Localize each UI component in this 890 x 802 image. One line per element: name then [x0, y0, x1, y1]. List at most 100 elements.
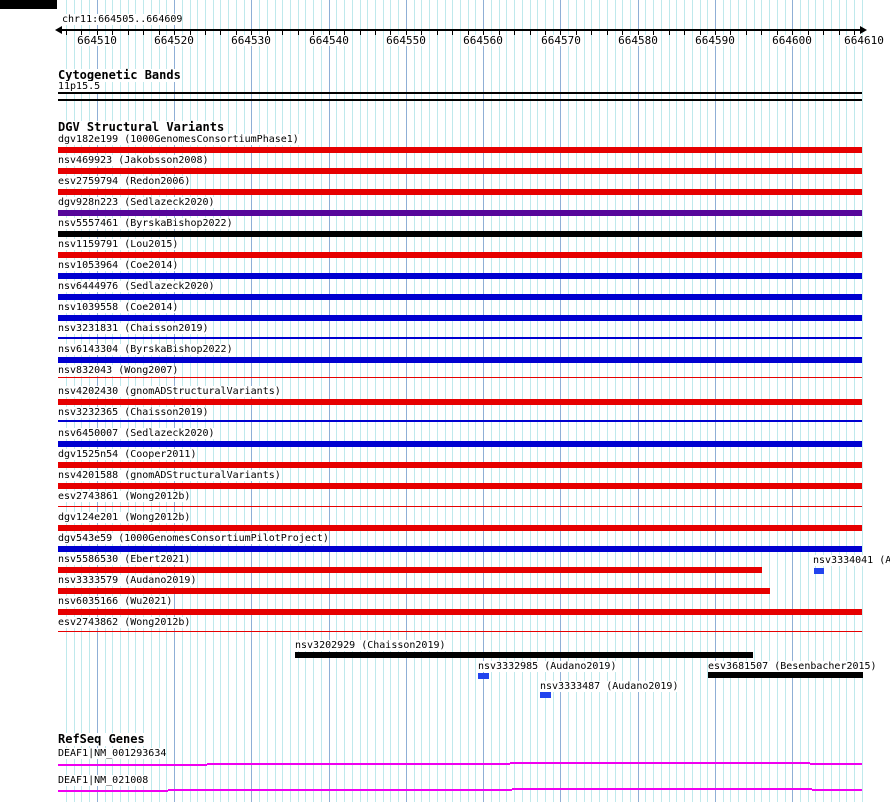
variant-label[interactable]: nsv3333487 (Audano2019) — [540, 681, 679, 692]
variant-label[interactable]: nsv5586530 (Ebert2021) — [58, 554, 191, 565]
variant-bar[interactable] — [58, 357, 862, 363]
ruler-major-tick — [251, 31, 253, 37]
ruler-minor-tick — [807, 31, 809, 35]
variant-label[interactable]: esv2743862 (Wong2012b) — [58, 617, 191, 628]
variant-bar[interactable] — [58, 168, 862, 174]
variant-bar[interactable] — [58, 147, 862, 153]
variant-label[interactable]: nsv1053964 (Coe2014) — [58, 260, 179, 271]
variant-bar[interactable] — [58, 506, 862, 507]
ruler-minor-tick — [282, 31, 284, 35]
ruler-minor-tick — [591, 31, 593, 35]
ruler-minor-tick — [127, 31, 129, 35]
gene-line-segment[interactable] — [58, 764, 207, 766]
variant-bar[interactable] — [58, 273, 862, 279]
ruler-major-tick — [483, 31, 485, 37]
variant-bar[interactable] — [814, 568, 824, 574]
variant-label[interactable]: dgv543e59 (1000GenomesConsortiumPilotPro… — [58, 533, 329, 544]
variant-label[interactable]: esv3681507 (Besenbacher2015) — [708, 661, 877, 672]
gene-label[interactable]: DEAF1|NM_001293634 — [58, 748, 167, 759]
variant-label[interactable]: nsv832043 (Wong2007) — [58, 365, 179, 376]
variant-label[interactable]: nsv1159791 (Lou2015) — [58, 239, 179, 250]
variant-label[interactable]: nsv3202929 (Chaisson2019) — [295, 640, 446, 651]
ruler-tick-label: 664560 — [463, 34, 503, 47]
variant-label[interactable]: nsv4201588 (gnomADStructuralVariants) — [58, 470, 281, 481]
variant-bar[interactable] — [58, 525, 862, 531]
variant-bar[interactable] — [58, 483, 862, 489]
variant-bar[interactable] — [295, 652, 753, 658]
variant-bar[interactable] — [58, 252, 862, 258]
variant-label[interactable]: nsv469923 (Jakobsson2008) — [58, 155, 209, 166]
variant-bar[interactable] — [58, 294, 862, 300]
ruler-major-tick — [792, 31, 794, 37]
ruler-minor-tick — [776, 31, 778, 35]
gene-line-segment[interactable] — [512, 788, 812, 790]
variant-label[interactable]: nsv6143304 (ByrskaBishop2022) — [58, 344, 233, 355]
variant-bar[interactable] — [58, 231, 862, 237]
ruler-minor-tick — [606, 31, 608, 35]
variant-bar[interactable] — [708, 672, 863, 678]
variant-bar[interactable] — [58, 567, 762, 573]
variant-bar[interactable] — [58, 337, 862, 339]
ruler-minor-tick — [189, 31, 191, 35]
variant-bar[interactable] — [58, 609, 862, 615]
ruler-minor-tick — [452, 31, 454, 35]
variant-label[interactable]: nsv3332985 (Audano2019) — [478, 661, 617, 672]
variant-label[interactable]: nsv4202430 (gnomADStructuralVariants) — [58, 386, 281, 397]
variant-bar[interactable] — [58, 588, 770, 594]
gene-label[interactable]: DEAF1|NM_021008 — [58, 775, 149, 786]
ruler-tick-label: 664550 — [386, 34, 426, 47]
gene-line-segment[interactable] — [207, 763, 510, 765]
variant-bar[interactable] — [58, 420, 862, 422]
variant-bar[interactable] — [58, 546, 862, 552]
variant-label[interactable]: dgv928n223 (Sedlazeck2020) — [58, 197, 215, 208]
variant-label[interactable]: nsv6444976 (Sedlazeck2020) — [58, 281, 215, 292]
variant-bar[interactable] — [58, 399, 862, 405]
gene-line-segment[interactable] — [58, 790, 168, 792]
ruler-minor-tick — [745, 31, 747, 35]
variant-label[interactable]: dgv124e201 (Wong2012b) — [58, 512, 191, 523]
variant-label[interactable]: nsv5557461 (ByrskaBishop2022) — [58, 218, 233, 229]
ruler-minor-tick — [220, 31, 222, 35]
ruler-right-arrow-icon — [860, 26, 867, 34]
variant-label[interactable]: dgv1525n54 (Cooper2011) — [58, 449, 197, 460]
variant-bar[interactable] — [58, 631, 862, 632]
gene-line-segment[interactable] — [810, 763, 862, 765]
gene-line-segment[interactable] — [168, 789, 512, 791]
ruler-minor-tick — [344, 31, 346, 35]
cytoband-label[interactable]: 11p15.5 — [58, 81, 101, 92]
ruler-minor-tick — [730, 31, 732, 35]
ruler-minor-tick — [823, 31, 825, 35]
variant-label[interactable]: esv2759794 (Redon2006) — [58, 176, 191, 187]
variant-bar[interactable] — [58, 377, 862, 378]
ruler-minor-tick — [838, 31, 840, 35]
ruler-minor-tick — [575, 31, 577, 35]
variant-label[interactable]: nsv3334041 (Audano2019) — [813, 555, 890, 566]
variant-bar[interactable] — [58, 315, 862, 321]
variant-label[interactable]: esv2743861 (Wong2012b) — [58, 491, 191, 502]
cytoband-line — [58, 92, 862, 94]
ruler-minor-tick — [653, 31, 655, 35]
variant-label[interactable]: nsv3232365 (Chaisson2019) — [58, 407, 209, 418]
variant-bar[interactable] — [58, 189, 862, 195]
ruler-minor-tick — [112, 31, 114, 35]
ruler-axis-line — [62, 29, 860, 31]
ruler-tick-label: 664570 — [541, 34, 581, 47]
variant-label[interactable]: nsv6450007 (Sedlazeck2020) — [58, 428, 215, 439]
ruler-minor-tick — [359, 31, 361, 35]
variant-label[interactable]: dgv182e199 (1000GenomesConsortiumPhase1) — [58, 134, 299, 145]
variant-label[interactable]: nsv6035166 (Wu2021) — [58, 596, 173, 607]
ruler-minor-tick — [668, 31, 670, 35]
variant-bar[interactable] — [478, 673, 489, 679]
gene-line-segment[interactable] — [510, 762, 810, 764]
ruler-tick-label: 664600 — [772, 34, 812, 47]
variant-label[interactable]: nsv1039558 (Coe2014) — [58, 302, 179, 313]
ruler-tick-label: 664590 — [695, 34, 735, 47]
gene-line-segment[interactable] — [812, 789, 862, 791]
ruler-major-tick — [637, 31, 639, 37]
variant-label[interactable]: nsv3333579 (Audano2019) — [58, 575, 197, 586]
variant-label[interactable]: nsv3231831 (Chaisson2019) — [58, 323, 209, 334]
variant-bar[interactable] — [58, 462, 862, 468]
variant-bar[interactable] — [540, 692, 551, 698]
variant-bar[interactable] — [58, 441, 862, 447]
variant-bar[interactable] — [58, 210, 862, 216]
